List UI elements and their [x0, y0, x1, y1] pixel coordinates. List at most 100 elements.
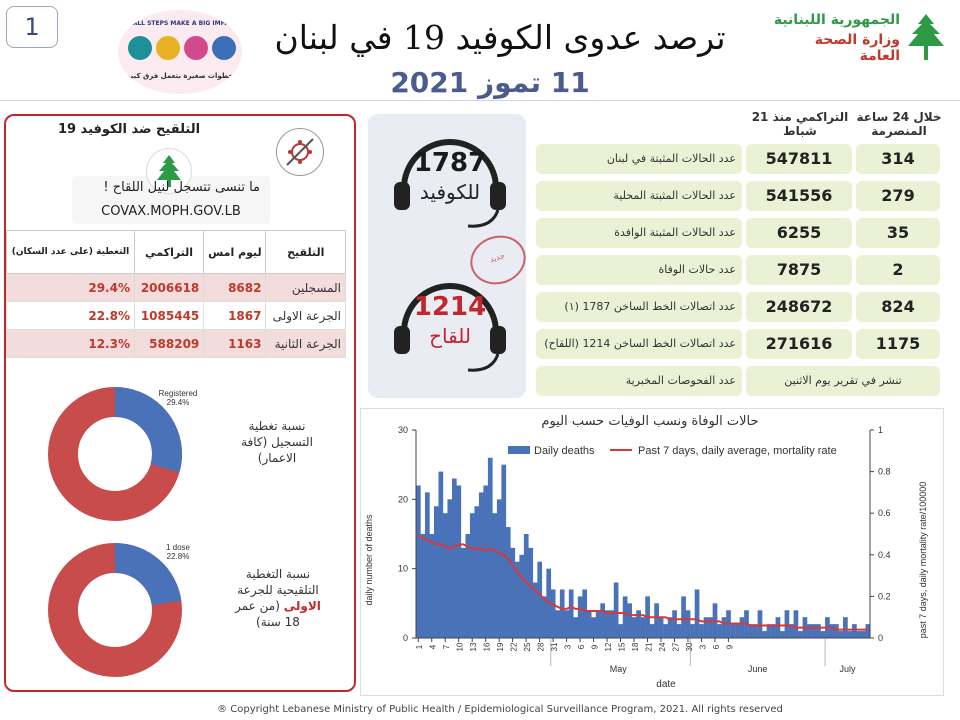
covid-hotline-label: للكوفيد — [419, 180, 481, 204]
deaths-bar — [753, 624, 758, 638]
caption-line: التلقيحية للجرعة — [237, 583, 319, 597]
deaths-bar — [658, 617, 664, 638]
deaths-bar — [609, 610, 614, 638]
deaths-bar — [820, 631, 826, 638]
vaccination-table: التلقيح ليوم امس التراكمي التغطية (على ع… — [6, 230, 346, 358]
caption-part: (من عمر — [235, 599, 284, 613]
y-tick-label: 10 — [398, 564, 408, 574]
stat-last-24h: 1175 — [856, 329, 940, 359]
deaths-bar — [591, 617, 597, 638]
stat-cumulative: 248672 — [746, 292, 852, 322]
covid-hotline-headset-icon — [394, 139, 506, 228]
deaths-bar — [856, 631, 862, 638]
stat-label: عدد الفحوصات المخبرية — [536, 366, 742, 396]
y-axis-label-right: past 7 days, daily mortality rate/100000 — [918, 482, 928, 639]
deaths-bar — [416, 485, 421, 638]
deaths-bar — [793, 610, 799, 638]
table-row: الجرعة الاولى 1867 1085445 22.8% — [6, 301, 346, 330]
deaths-bar — [654, 603, 659, 638]
month-label: June — [748, 664, 768, 674]
ministry-name-line1: الجمهورية اللبنانية — [773, 12, 900, 28]
month-label: May — [610, 664, 628, 674]
deaths-bar — [717, 624, 722, 638]
deaths-bar — [456, 485, 462, 638]
deaths-bar — [861, 631, 866, 638]
x-tick-label: 16 — [483, 642, 492, 651]
deaths-bar — [627, 603, 632, 638]
x-tick-label: 24 — [658, 642, 667, 651]
stat-last-24h: 279 — [856, 181, 940, 211]
stat-last-24h: 35 — [856, 218, 940, 248]
yesterday-value: 1867 — [203, 301, 267, 330]
deaths-bar — [541, 596, 547, 638]
deaths-bar — [690, 624, 695, 638]
deaths-bar — [663, 624, 668, 638]
caption-line: نسبة تغطية — [248, 419, 306, 433]
mortality-rate-line — [417, 535, 868, 631]
deaths-bar — [501, 464, 507, 638]
x-axis-label: date — [656, 679, 676, 690]
deaths-bar — [771, 624, 776, 638]
yesterday-value: 8682 — [203, 273, 267, 302]
virus-vaccine-icon — [276, 128, 324, 176]
lab-tests-note: تنشر في تقرير يوم الاثنين — [746, 366, 940, 396]
coverage-value: 22.8% — [6, 301, 135, 330]
y-tick-label-right: 0.2 — [878, 591, 891, 601]
stat-label: عدد اتصالات الخط الساخن 1787 (١) — [536, 292, 742, 322]
month-label: July — [840, 664, 857, 674]
deaths-bar — [514, 561, 520, 638]
deaths-bar — [694, 589, 700, 638]
x-tick-label: 15 — [618, 642, 627, 651]
deaths-bar — [838, 631, 844, 638]
row-label: الجرعة الثانية — [265, 329, 346, 358]
ministry-name-line2: وزارة الصحة العامة — [814, 32, 900, 64]
deaths-bar — [843, 617, 848, 638]
stat-label: عدد الحالات المثبتة الوافدة — [536, 218, 742, 248]
legend-swatch-bars — [508, 446, 530, 454]
legend-label: Daily deaths — [534, 445, 595, 457]
deaths-bar — [685, 610, 691, 638]
donut-first-dose-slice — [48, 543, 182, 677]
legend-label: Past 7 days, daily average, mortality ra… — [638, 445, 837, 457]
x-tick-label: 22 — [510, 642, 519, 651]
slice-value: 22.8% — [167, 552, 190, 561]
first-dose-coverage-caption: نسبة التغطية التلقيحية للجرعة الاولى (من… — [218, 566, 338, 630]
deaths-bar — [631, 617, 637, 638]
deaths-bar — [577, 596, 583, 638]
header-divider — [0, 100, 960, 101]
slogan-logo: SMALL STEPS MAKE A BIG IMPACT خطوات صغير… — [118, 10, 242, 94]
number-3-icon — [212, 36, 236, 60]
deaths-bar — [528, 547, 534, 638]
caption-line: 18 سنة) — [256, 615, 300, 629]
page-title: ترصد عدوى الكوفيد 19 في لبنان — [274, 18, 726, 57]
deaths-bar — [847, 631, 853, 638]
deaths-bar — [559, 589, 565, 638]
stat-label: عدد حالات الوفاة — [536, 255, 742, 285]
x-tick-label: 1 — [415, 644, 424, 649]
deaths-bar — [555, 610, 561, 638]
slogan-arabic: خطوات صغيرة بتعمل فرق كبير — [126, 72, 234, 80]
deaths-bar — [478, 492, 484, 638]
x-tick-label: 9 — [591, 644, 600, 649]
deaths-bar — [465, 534, 471, 638]
deaths-bar — [681, 596, 686, 638]
deaths-bar — [757, 610, 763, 638]
x-tick-label: 4 — [429, 644, 438, 649]
covax-link[interactable]: COVAX.MOPH.GOV.LB — [101, 204, 241, 219]
deaths-bar — [510, 547, 516, 638]
deaths-bar — [469, 513, 475, 638]
table-row: المسجلين 8682 2006618 29.4% — [6, 273, 346, 302]
y-tick-label-right: 0.4 — [878, 550, 891, 560]
vaccine-hotline-number: 1214 — [413, 292, 487, 322]
hygiene-icon — [184, 36, 208, 60]
deaths-bar — [721, 617, 727, 638]
column-header: التلقيح — [265, 230, 346, 274]
stat-last-24h: 824 — [856, 292, 940, 322]
donut-registered-slice — [48, 387, 182, 521]
deaths-bar — [780, 631, 785, 638]
deaths-bar — [474, 506, 480, 638]
page-number: 1 — [6, 6, 58, 48]
slice-label: 1 dose — [166, 543, 191, 552]
row-label: الجرعة الاولى — [265, 301, 346, 330]
caption-line: التسجيل (كافة — [241, 435, 313, 449]
